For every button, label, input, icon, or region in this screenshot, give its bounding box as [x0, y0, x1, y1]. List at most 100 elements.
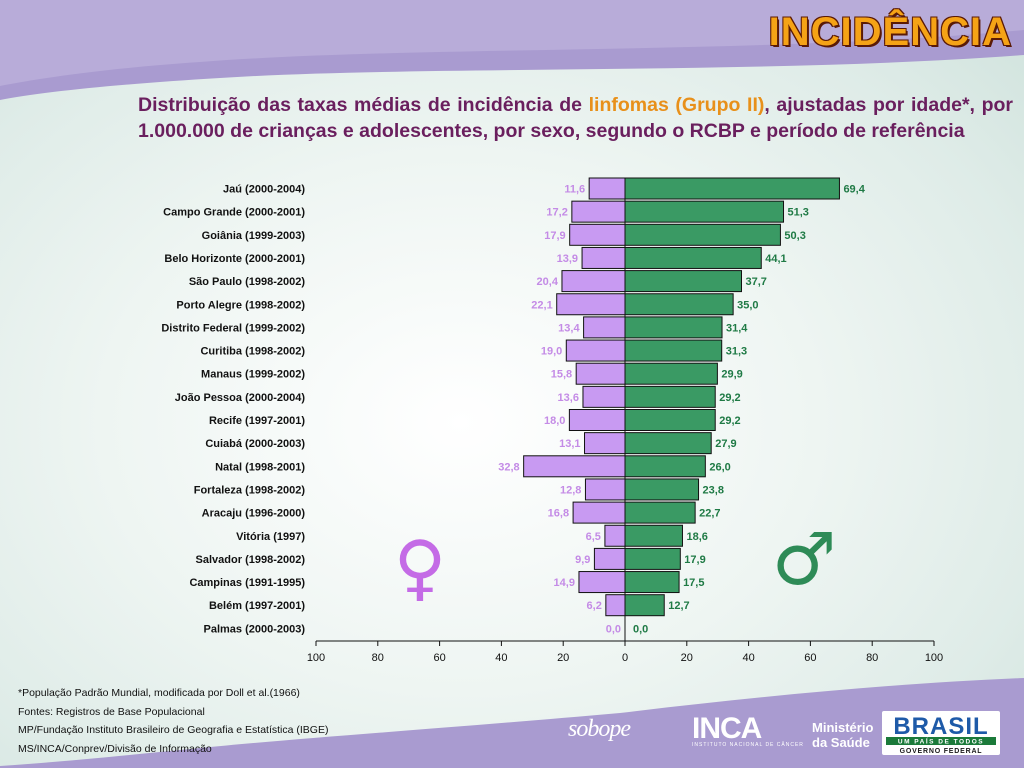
data-label-female: 13,4	[558, 322, 580, 334]
ministerio-line-2: da Saúde	[812, 735, 870, 750]
data-label-female: 20,4	[537, 276, 559, 288]
category-label: João Pessoa (2000-2004)	[175, 392, 306, 404]
bar-male	[624, 385, 716, 408]
category-label: Porto Alegre (1998-2002)	[176, 299, 305, 311]
bar-male	[624, 547, 681, 570]
data-label-female: 12,8	[560, 484, 581, 496]
x-tick-label: 20	[681, 652, 693, 664]
bottom-decorative-band	[0, 678, 1024, 768]
x-tick-label: 40	[742, 652, 754, 664]
footnote-2: Fontes: Registros de Base Populacional	[18, 705, 205, 718]
category-label: Jaú (2000-2004)	[223, 184, 305, 196]
data-label-female: 14,9	[554, 577, 575, 589]
bar-male	[624, 200, 785, 223]
bar-female	[578, 571, 626, 594]
data-label-male: 31,4	[726, 322, 748, 334]
bar-female	[568, 409, 626, 431]
category-label: Aracaju (1996-2000)	[202, 508, 306, 520]
x-tick-label: 80	[866, 652, 878, 664]
data-label-male: 35,0	[737, 299, 758, 311]
data-label-female: 9,9	[575, 554, 590, 566]
bar-female	[575, 362, 626, 385]
data-label-male: 44,1	[765, 253, 786, 265]
data-label-female: 0,0	[606, 623, 621, 635]
category-label: Palmas (2000-2003)	[203, 623, 305, 635]
brasil-logo-word: BRASIL	[893, 713, 988, 740]
ministerio-line-1: Ministério	[812, 720, 874, 735]
bar-male	[624, 501, 696, 524]
bar-male	[624, 409, 716, 431]
data-label-female: 6,2	[587, 600, 602, 612]
data-label-male: 50,3	[784, 230, 805, 242]
bar-female	[604, 524, 626, 547]
category-label: Manaus (1999-2002)	[201, 369, 305, 381]
x-tick-label: 100	[307, 652, 325, 664]
category-label: Campo Grande (2000-2001)	[163, 207, 305, 219]
butterfly-bar-chart: Jaú (2000-2004) Campo Grande (2000-2001) G…	[161, 177, 943, 664]
chart-subtitle: Distribuição das taxas médias de incidên…	[138, 92, 1013, 144]
data-label-female: 17,2	[546, 207, 567, 219]
inca-logo-subtext: INSTITUTO NACIONAL DE CÂNCER	[692, 742, 804, 748]
data-label-female: 11,6	[564, 184, 585, 196]
bar-male	[624, 223, 781, 246]
category-label: Vitória (1997)	[236, 531, 305, 543]
bar-male	[624, 270, 742, 293]
bar-female	[584, 478, 626, 501]
ministerio-saude-logo: Ministério da Saúde	[812, 720, 873, 750]
footnote-4: MS/INCA/Conprev/Divisão de Informação	[18, 742, 212, 755]
data-label-female: 18,0	[544, 415, 565, 427]
data-label-male: 37,7	[745, 276, 766, 288]
data-label-male: 18,6	[686, 531, 707, 543]
bar-female	[593, 547, 626, 570]
inca-logo-text: INCA	[692, 712, 762, 745]
bar-male	[624, 571, 680, 594]
category-label: São Paulo (1998-2002)	[189, 276, 306, 288]
data-label-male: 27,9	[715, 438, 736, 450]
category-label: Curitiba (1998-2002)	[200, 346, 305, 358]
x-tick-label: 60	[804, 652, 816, 664]
bar-female	[561, 270, 626, 293]
brasil-governo-federal-logo: BRASIL UM PAÍS DE TODOS GOVERNO FEDERAL	[882, 711, 1000, 755]
sobope-logo: sobope	[568, 716, 631, 742]
subtitle-text-1: Distribuição das taxas médias de incidên…	[138, 94, 589, 116]
bar-female	[605, 594, 626, 617]
bar-male	[624, 339, 723, 362]
bar-female	[571, 200, 626, 223]
data-label-male: 12,7	[668, 600, 689, 612]
data-label-male: 0,0	[633, 623, 648, 635]
bar-male	[624, 246, 762, 269]
data-label-female: 13,9	[557, 253, 578, 265]
data-label-male: 29,2	[719, 392, 740, 404]
bar-female	[556, 293, 626, 316]
data-label-male: 22,7	[699, 508, 720, 520]
data-label-female: 6,5	[586, 531, 601, 543]
x-tick-label: 80	[372, 652, 384, 664]
category-label: Recife (1997-2001)	[209, 415, 305, 427]
subtitle-highlight: linfomas (Grupo II)	[588, 94, 765, 116]
data-label-male: 69,4	[843, 184, 865, 196]
category-label: Salvador (1998-2002)	[196, 554, 306, 566]
x-tick-label: 100	[925, 652, 943, 664]
data-label-female: 22,1	[531, 299, 552, 311]
bar-male	[624, 524, 683, 547]
brasil-logo-governo: GOVERNO FEDERAL	[900, 748, 983, 755]
data-label-male: 17,9	[684, 554, 705, 566]
bar-female	[581, 246, 626, 269]
category-label: Goiânia (1999-2003)	[202, 230, 306, 242]
bar-female	[582, 385, 626, 408]
data-label-male: 29,9	[721, 369, 742, 381]
bar-female	[572, 501, 626, 524]
bar-male	[624, 594, 665, 617]
bar-male	[624, 362, 718, 385]
data-label-male: 17,5	[683, 577, 704, 589]
data-label-female: 13,6	[558, 392, 579, 404]
x-tick-label: 40	[495, 652, 507, 664]
bar-male	[624, 316, 723, 339]
data-label-male: 29,2	[719, 415, 740, 427]
data-label-female: 19,0	[541, 346, 562, 358]
bar-male	[624, 455, 706, 478]
bar-male	[624, 432, 712, 455]
bar-male	[624, 177, 840, 200]
data-label-female: 32,8	[498, 461, 519, 473]
bar-male	[624, 293, 734, 316]
